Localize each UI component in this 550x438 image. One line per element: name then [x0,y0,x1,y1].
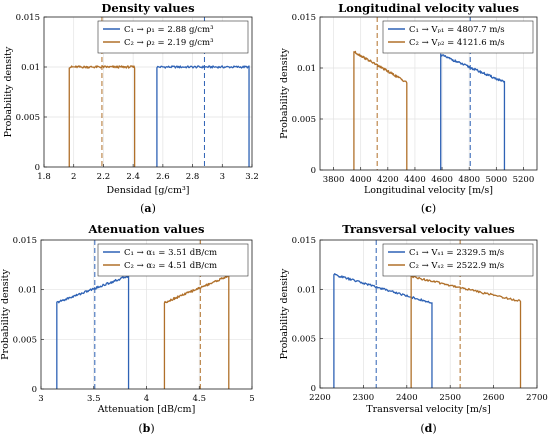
y-tick-label: 0.01 [18,286,37,296]
y-tick-label: 0.005 [13,335,37,345]
chart-title: Transversal velocity values [342,222,514,236]
y-axis-label: Probability density [3,46,14,137]
series-line-2 [163,274,230,389]
x-tick-label: 2500 [439,393,461,403]
x-tick-label: 2700 [526,393,548,403]
x-axis-label: Densidad [g/cm³] [107,185,190,196]
legend-label-1: C₁ → α₁ = 3.51 dB/cm [124,248,217,258]
x-tick-label: 4 [144,394,149,404]
caption-paren-close: ) [152,202,156,215]
x-tick-label: 2.6 [156,172,170,182]
x-tick-label: 4600 [431,175,453,185]
axes-frame [319,16,538,171]
legend-box [382,20,534,54]
y-tick-label: 0.015 [292,13,316,23]
panel-caption: (c) [421,202,436,215]
caption-paren-open: ( [420,422,424,435]
caption-paren-close: ) [432,202,436,215]
x-tick-label: 5 [249,394,254,404]
panel-caption: (a) [140,202,156,215]
caption-letter: b [143,422,151,435]
panel-caption: (d) [420,422,436,435]
legend-label-2: C₂ → ρ₂ = 2.19 g/cm³ [124,38,214,48]
y-tick-label: 0 [35,163,40,173]
x-tick-label: 4200 [377,175,399,185]
x-tick-label: 3.2 [245,172,259,182]
x-tick-label: 3800 [323,175,345,185]
x-tick-label: 1.8 [37,172,51,182]
chart-title: Density values [101,1,194,15]
y-tick-label: 0 [311,166,316,176]
y-tick-label: 0.015 [16,13,40,23]
x-tick-label: 2300 [353,393,375,403]
legend-box [97,243,249,277]
chart-title: Longitudinal velocity values [338,1,519,15]
y-tick-label: 0.01 [297,285,316,295]
y-tick-label: 0 [311,384,316,394]
series-line-1 [56,275,130,389]
y-tick-label: 0.01 [21,63,40,73]
legend-label-2: C₂ → α₂ = 4.51 dB/cm [124,261,217,271]
x-tick-label: 2 [71,172,76,182]
series-line-2 [410,275,522,388]
x-tick-label: 2400 [396,393,418,403]
x-tick-label: 4000 [350,175,372,185]
caption-paren-open: ( [421,202,425,215]
panel-d: Transversal velocity values 2200 2300 2400 2… [279,222,548,435]
x-tick-label: 2.2 [97,172,111,182]
panel-a: Density values 1.8 2 2.2 2.4 2.6 2.8 3 3.2 0 0.005… [3,1,259,215]
x-tick-label: 3 [220,172,225,182]
legend-box [97,20,249,54]
chart-title: Atenuation values [88,222,205,236]
x-tick-label: 4.5 [192,394,206,404]
series-line-1 [156,65,250,167]
x-tick-label: 4400 [404,175,426,185]
y-tick-label: 0.005 [292,335,316,345]
panel-c: Longitudinal velocity values 3800 4000 4200… [279,1,538,215]
y-tick-label: 0.015 [13,236,37,246]
panel-b: Atenuation values 3 3.5 4 4.5 5 0 0.005 0.01 0.01… [0,222,255,435]
x-tick-label: 3 [38,394,43,404]
legend-label-2: C₂ → Vₛ₂ = 2522.9 m/s [409,261,504,271]
panel-caption: (b) [138,422,154,435]
y-tick-label: 0.005 [292,115,316,125]
x-tick-label: 5200 [513,175,535,185]
x-tick-label: 2200 [309,393,331,403]
legend-label-2: C₂ → Vₚ₂ = 4121.6 m/s [409,38,505,48]
legend-label-1: C₁ → ρ₁ = 2.88 g/cm³ [124,25,214,35]
caption-letter: d [425,422,433,435]
x-tick-label: 5000 [485,175,507,185]
x-axis-label: Longitudinal velocity [m/s] [364,185,493,196]
caption-paren-open: ( [140,202,144,215]
caption-paren-close: ) [432,422,436,435]
legend-label-1: C₁ → Vₛ₁ = 2329.5 m/s [409,248,504,258]
x-tick-label: 2.8 [186,172,200,182]
y-tick-label: 0.005 [16,113,40,123]
caption-letter: a [144,202,151,215]
x-tick-label: 3.5 [87,394,101,404]
y-tick-label: 0.01 [297,64,316,74]
legend-label-1: C₁ → Vₚ₁ = 4807.7 m/s [409,25,505,35]
x-tick-label: 2.4 [126,172,140,182]
caption-letter: c [425,202,432,215]
axes-frame [43,16,253,168]
caption-paren-close: ) [150,422,154,435]
x-axis-label: Attenuation [dB/cm] [97,404,196,415]
y-axis-label: Probability density [279,268,290,359]
axes-frame [319,239,538,389]
y-axis-label: Probability density [279,48,290,139]
y-axis-label: Probability density [0,269,11,360]
series-line-1 [333,273,433,388]
x-tick-label: 4800 [458,175,480,185]
legend-box [382,243,534,277]
y-tick-label: 0 [32,385,37,395]
series-line-1 [440,53,506,170]
series-line-2 [353,50,408,170]
x-tick-label: 2600 [483,393,505,403]
x-axis-label: Transversal velocity [m/s] [366,404,490,415]
y-tick-label: 0.015 [292,236,316,246]
caption-paren-open: ( [138,422,142,435]
